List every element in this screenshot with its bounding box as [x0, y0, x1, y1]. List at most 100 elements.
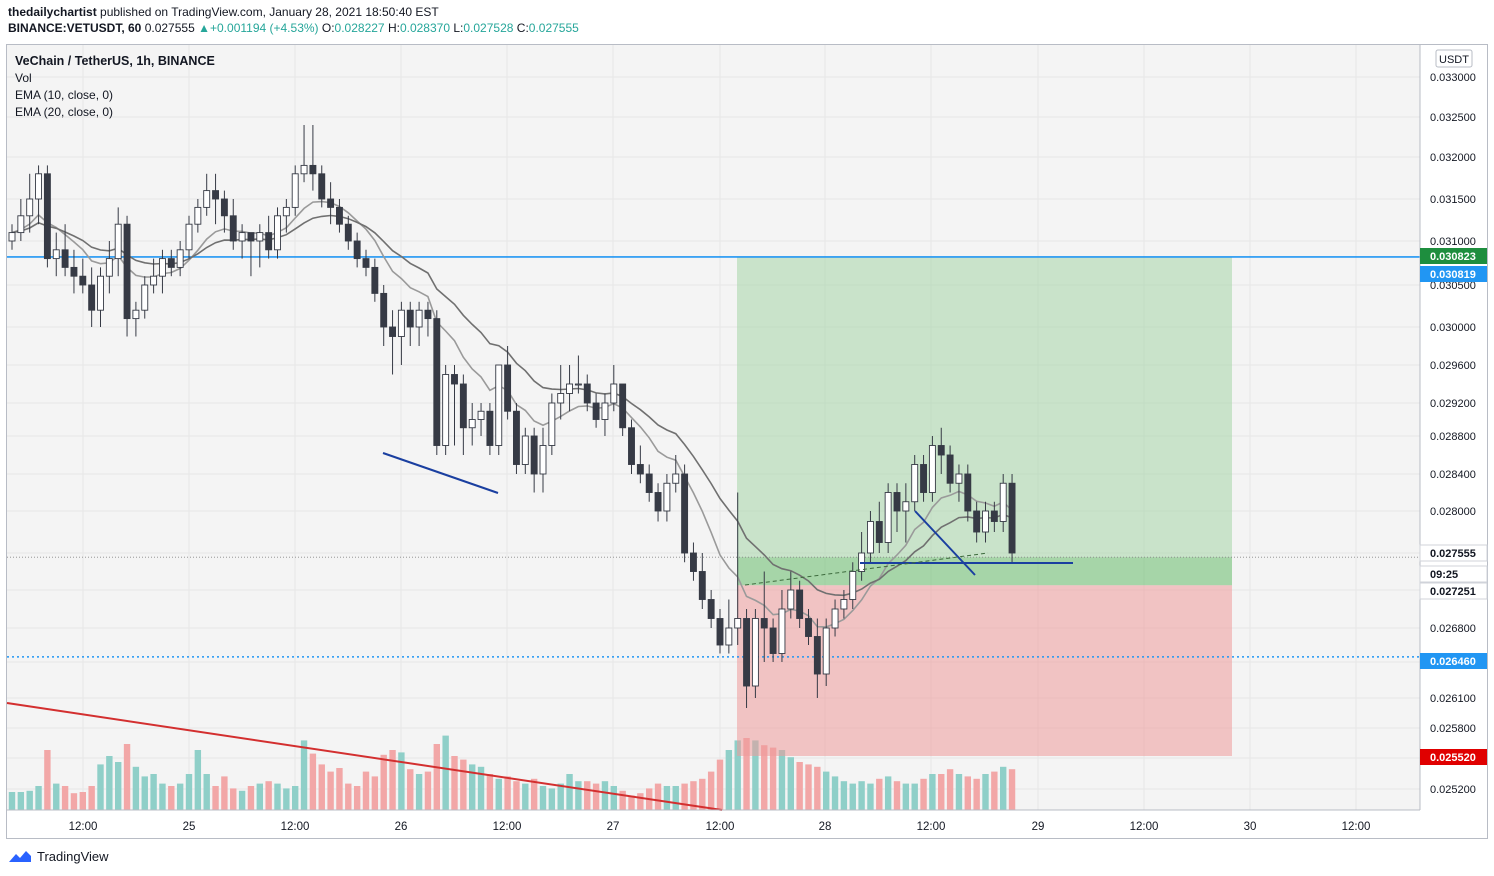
currency-text: USDT: [1439, 54, 1469, 66]
x-tick-label: 12:00: [706, 821, 735, 833]
volume-bar: [362, 771, 370, 810]
chart-legend: VeChain / TetherUS, 1h, BINANCE Vol EMA …: [15, 53, 215, 121]
candle-body: [362, 258, 370, 268]
candle-body: [300, 164, 308, 175]
y-tick-label: 0.026100: [1430, 693, 1476, 705]
price-tag: [1419, 565, 1488, 583]
candle-body: [203, 190, 211, 208]
candle-body: [884, 492, 892, 543]
volume-bar: [451, 756, 458, 810]
publish-date: published on TradingView.com, January 28…: [96, 5, 439, 19]
price-tag: [1420, 248, 1487, 264]
volume-bar: [247, 786, 255, 810]
candle-body: [212, 190, 220, 200]
volume-bar: [168, 786, 175, 810]
price-change: +0.001194 (+4.53%): [210, 21, 319, 35]
volume-bar: [88, 786, 95, 810]
volume-bar: [725, 750, 733, 810]
candle-body: [999, 482, 1007, 522]
footer-brand[interactable]: TradingView: [8, 848, 109, 864]
y-tick-label: 0.030500: [1430, 280, 1476, 292]
support-trendline: [382, 452, 499, 494]
stop-zone: [737, 585, 1232, 756]
candle-body: [141, 284, 149, 311]
volume-bar: [867, 783, 874, 810]
price-tag: [1419, 582, 1488, 600]
volume-bar: [805, 764, 812, 810]
volume-bar: [97, 764, 104, 810]
y-tick-label: 0.026800: [1430, 623, 1476, 635]
legend-ema20: EMA (20, close, 0): [15, 105, 114, 119]
volume-bar: [159, 783, 166, 810]
volume-bar: [407, 769, 414, 810]
volume-bar: [743, 738, 750, 810]
candle-body: [813, 636, 821, 675]
last-price: 0.027555: [144, 21, 195, 35]
volume-bar: [194, 750, 202, 810]
volume-bar: [707, 771, 715, 810]
volume-bar: [495, 778, 502, 810]
volume-bar: [610, 786, 617, 810]
y-tick-label: 0.028800: [1430, 431, 1476, 443]
candle-body: [849, 571, 857, 600]
volume-bar: [619, 790, 626, 810]
publish-info: thedailychartist published on TradingVie…: [8, 5, 439, 19]
high-label: H:: [387, 21, 400, 35]
candle-body: [796, 589, 804, 619]
x-tick-label: 25: [183, 821, 196, 833]
candle-body: [406, 309, 414, 328]
volume-bar: [893, 781, 901, 810]
volume-bar: [672, 786, 679, 810]
drawings[interactable]: [6, 452, 1073, 811]
candle-body: [778, 608, 786, 654]
candle-body: [123, 223, 131, 320]
candle-body: [1008, 482, 1016, 554]
candle-body: [964, 473, 972, 512]
candle-body: [415, 309, 423, 328]
volume-bar: [849, 783, 856, 810]
candle-body: [247, 232, 255, 242]
candle-body: [389, 326, 396, 337]
price-axis[interactable]: USDT 0.033000 0.032500 0.032000 0.031500 0.03…: [1419, 45, 1488, 810]
candle-body: [61, 249, 69, 268]
price-tag-text: 0.025520: [1430, 752, 1476, 764]
symbol-line: BINANCE:VETUSDT, 60: [8, 21, 142, 35]
volume-bar: [796, 762, 803, 810]
y-tick-label: 0.032500: [1430, 112, 1476, 124]
x-tick-label: 12:00: [281, 821, 310, 833]
candle-body: [105, 258, 113, 277]
time-axis[interactable]: 12:00 25 12:00 26 12:00 27 12:00 28 12:00 29 12:00…: [7, 809, 1420, 838]
chart-frame: [6, 44, 1488, 839]
x-tick-label: 12:00: [493, 821, 522, 833]
candle-body: [238, 232, 246, 242]
x-tick-label: 30: [1244, 821, 1257, 833]
target-zone: [737, 256, 1232, 558]
candle-body: [787, 589, 795, 610]
candle-body: [477, 410, 485, 420]
volume-bar: [212, 786, 219, 810]
volume-bar: [902, 783, 910, 810]
candle-body: [583, 383, 591, 404]
candle-body: [672, 473, 680, 484]
volume-bar: [858, 781, 865, 810]
legend-ema10: EMA (10, close, 0): [15, 88, 114, 102]
volume-bar: [823, 771, 830, 810]
candle-body: [114, 223, 122, 260]
candle-body: [822, 627, 830, 675]
y-tick-label: 0.031500: [1430, 194, 1476, 206]
candles: [8, 125, 1016, 708]
candle-body: [902, 501, 910, 512]
volume-bar: [150, 774, 157, 810]
price-tag-text: 0.030819: [1430, 269, 1476, 281]
volume-bar: [203, 774, 210, 810]
volume-bar: [132, 766, 140, 810]
volume-bar: [991, 771, 998, 810]
candle-body: [751, 618, 759, 687]
volume-bar: [185, 774, 193, 810]
low-value: 0.027528: [463, 21, 514, 35]
position-zones[interactable]: [7, 256, 1420, 756]
volume-bar: [469, 764, 476, 810]
candle-body: [194, 206, 202, 225]
candle-body: [43, 173, 51, 260]
